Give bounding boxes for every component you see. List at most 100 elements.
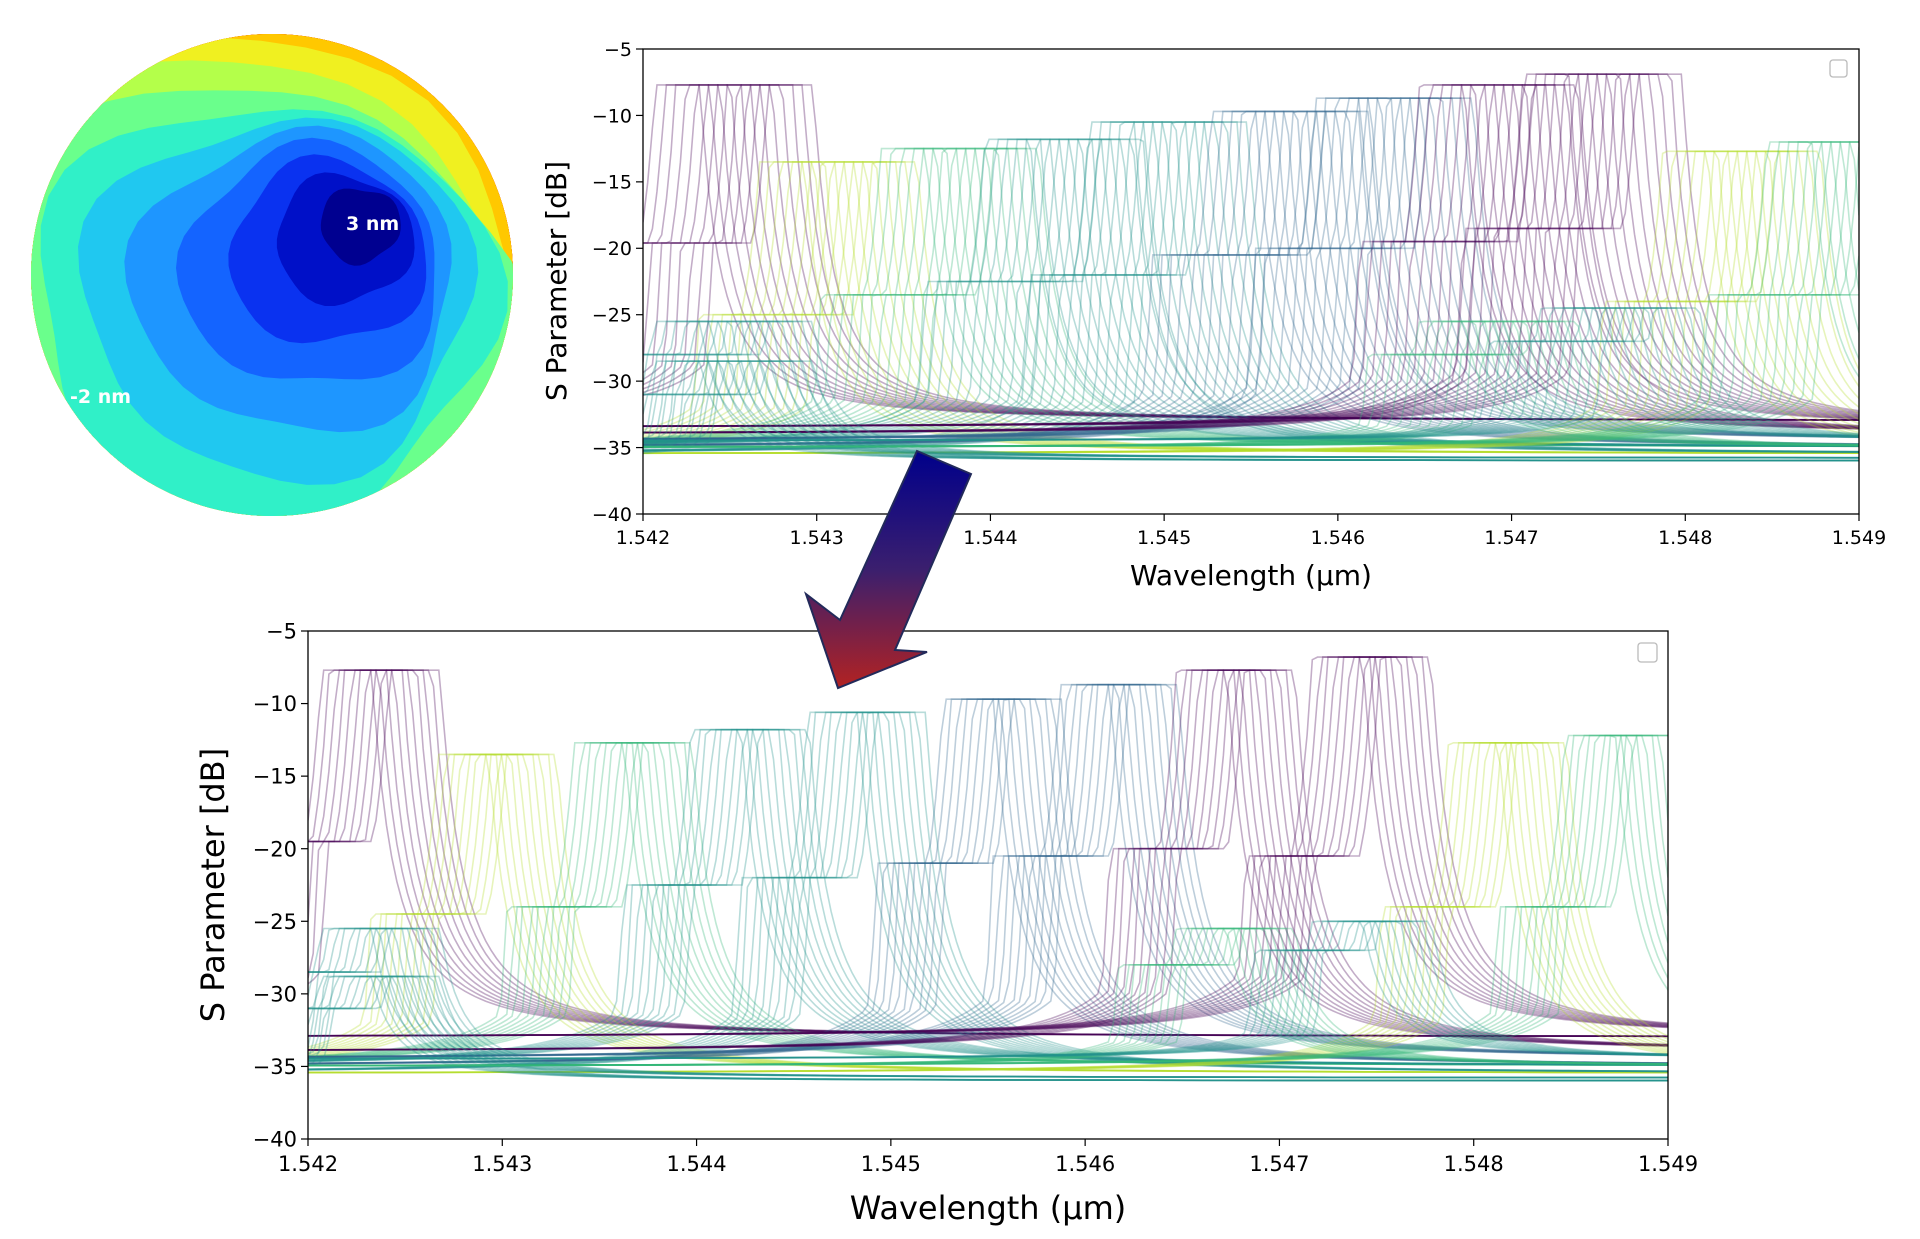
trace-line: [308, 920, 1668, 1060]
series-ch10: [308, 742, 1668, 1074]
trace-line: [308, 920, 1668, 1060]
trace-line: [643, 73, 1859, 427]
y-tick-label: −25: [592, 305, 632, 327]
trace-line: [643, 141, 1859, 448]
top-y-axis-label: S Parameter [dB]: [540, 161, 573, 401]
trace-line: [643, 73, 1859, 428]
trace-line: [308, 975, 1668, 1082]
trace-line: [308, 920, 1668, 1060]
trace-line: [308, 927, 1668, 1079]
x-tick-label: 1.542: [278, 1152, 338, 1176]
trace-line: [643, 161, 1859, 454]
trace-line: [643, 360, 1859, 462]
series-ch13: [308, 975, 1668, 1082]
trace-line: [643, 320, 1859, 459]
trace-line: [308, 734, 1668, 1067]
trace-line: [308, 698, 1668, 1065]
trace-line: [643, 307, 1859, 442]
series-ch7: [643, 97, 1859, 440]
trace-line: [308, 683, 1668, 1058]
trace-line: [308, 742, 1668, 1074]
trace-line: [643, 84, 1859, 421]
trace-line: [643, 84, 1859, 434]
trace-line: [643, 84, 1859, 421]
trace-line: [643, 84, 1859, 434]
wafer-label-high: 3 nm: [346, 213, 399, 235]
series-ch8: [308, 669, 1668, 1051]
trace-line: [643, 121, 1859, 453]
bottom-axis-ticks: 1.542 1.543 1.544 1.545 1.546 1.547 1.548 1.549…: [253, 620, 1698, 1176]
trace-line: [643, 307, 1859, 442]
trace-line: [643, 307, 1859, 442]
trace-line: [643, 73, 1859, 428]
x-tick-label: 1.547: [1249, 1152, 1309, 1176]
series-ch4: [308, 728, 1668, 1066]
trace-line: [643, 150, 1859, 455]
wafer-thickness-map: [31, 34, 513, 516]
trace-line: [308, 683, 1668, 1058]
trace-line: [643, 320, 1859, 448]
trace-line: [643, 360, 1859, 462]
trace-line: [643, 121, 1859, 453]
series-ch3: [308, 742, 1668, 1066]
trace-line: [643, 147, 1859, 448]
trace-line: [308, 927, 1668, 1067]
trace-line: [643, 161, 1859, 454]
trace-line: [643, 138, 1859, 447]
trace-line: [308, 683, 1668, 1058]
trace-line: [308, 753, 1668, 1074]
trace-line: [308, 698, 1668, 1065]
trace-line: [308, 742, 1668, 1066]
trace-line: [308, 734, 1668, 1067]
trace-line: [643, 150, 1859, 455]
trace-line: [643, 110, 1859, 446]
trace-line: [643, 110, 1859, 446]
top-plot-traces: [643, 73, 1859, 462]
trace-line: [643, 320, 1859, 459]
trace-line: [308, 698, 1668, 1065]
trace-line: [643, 150, 1859, 455]
trace-line: [643, 121, 1859, 453]
trace-line: [643, 84, 1859, 421]
top-axis-ticks: 1.542 1.543 1.544 1.545 1.546 1.547 1.548 1.549…: [592, 39, 1886, 549]
trace-line: [643, 138, 1859, 447]
trace-line: [643, 320, 1859, 448]
y-tick-label: −35: [253, 1055, 297, 1079]
trace-line: [643, 161, 1859, 454]
trace-line: [308, 683, 1668, 1058]
trace-line: [643, 84, 1859, 434]
trace-line: [308, 975, 1668, 1082]
trace-line: [308, 656, 1668, 1037]
trace-line: [308, 753, 1668, 1074]
trace-line: [643, 138, 1859, 447]
trace-line: [643, 320, 1859, 448]
trace-line: [308, 742, 1668, 1066]
trace-line: [308, 975, 1668, 1082]
y-tick-label: −25: [253, 910, 297, 934]
trace-line: [308, 734, 1668, 1067]
x-tick-label: 1.545: [1137, 527, 1191, 549]
trace-line: [308, 927, 1668, 1067]
trace-line: [643, 138, 1859, 447]
series-ch15: [308, 920, 1668, 1060]
trace-line: [308, 753, 1668, 1074]
bottom-legend-box: [1637, 642, 1658, 663]
trace-line: [643, 141, 1859, 448]
trace-line: [308, 669, 1668, 1038]
trace-line: [643, 147, 1859, 447]
trace-line: [308, 734, 1668, 1067]
trace-line: [643, 307, 1859, 442]
trace-line: [308, 742, 1668, 1066]
trace-line: [643, 84, 1859, 434]
trace-line: [643, 121, 1859, 453]
y-tick-label: −40: [253, 1128, 297, 1152]
trace-line: [308, 742, 1668, 1066]
x-tick-label: 1.547: [1484, 527, 1538, 549]
trace-line: [643, 84, 1859, 421]
wafer-contour-level: [320, 188, 401, 266]
trace-line: [308, 927, 1668, 1079]
top-spectrum-chart: 1.542 1.543 1.544 1.545 1.546 1.547 1.548 1.549…: [540, 39, 1886, 592]
trace-line: [308, 975, 1668, 1082]
series-ch15: [643, 307, 1859, 442]
trace-line: [643, 84, 1859, 434]
